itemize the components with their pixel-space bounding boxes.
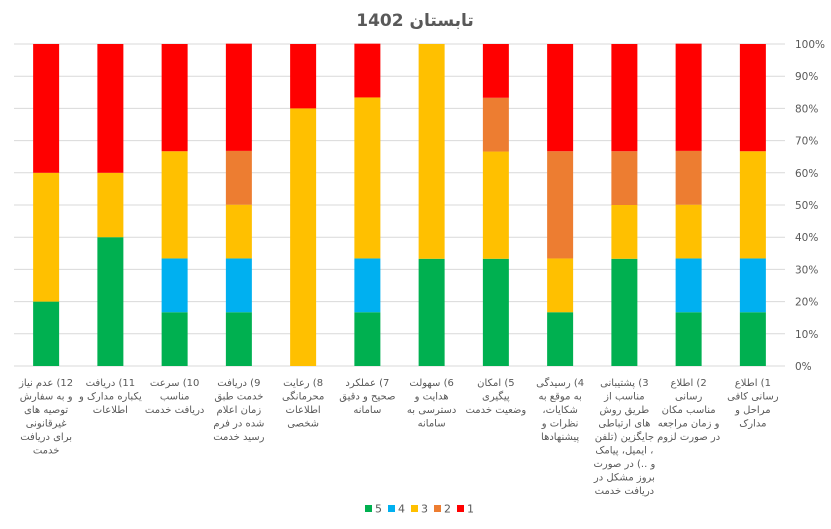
legend-label: 4	[398, 503, 405, 516]
bar-segment-5	[739, 312, 766, 366]
y-tick-label: 40%	[795, 232, 818, 244]
bar-segment-1	[739, 44, 766, 152]
legend-label: 5	[375, 503, 382, 516]
bar-segment-4	[739, 258, 766, 313]
bar-segment-5	[482, 258, 509, 366]
x-tick-label: 8) رعایت محرمانگی اطلاعات شخصی	[282, 378, 324, 430]
bar-segment-4	[354, 258, 381, 313]
bar-segment-3	[354, 97, 381, 259]
y-tick-label: 60%	[795, 168, 818, 180]
gridlines	[14, 43, 785, 367]
bar-segment-1	[675, 43, 702, 151]
y-tick-label: 20%	[795, 297, 818, 309]
y-tick-label: 10%	[795, 329, 818, 341]
bar-segment-1	[290, 44, 317, 109]
y-axis-ticks: 0% 10% 20% 30% 40% 50% 60% 70% 80% 90% 100%	[795, 39, 825, 373]
bar-segment-3	[161, 151, 188, 259]
bar-segment-5	[675, 312, 702, 366]
x-tick-label: 5) امکان پیگیری وضعیت خدمت	[465, 378, 526, 416]
bar-segment-3	[611, 205, 638, 259]
bar-segment-1	[97, 44, 124, 173]
legend-swatch-2	[434, 505, 441, 512]
bar-segment-2	[675, 150, 702, 205]
x-tick-label: 11) دریافت یکباره مدارک و اطلاعات	[78, 378, 142, 416]
chart-title: تابستان 1402	[356, 11, 474, 31]
bar-segment-3	[739, 151, 766, 259]
bar-segment-2	[225, 150, 252, 205]
bar-segment-4	[161, 258, 188, 313]
bar-segment-3	[482, 151, 509, 259]
legend-swatch-3	[411, 505, 418, 512]
legend-swatch-4	[388, 505, 395, 512]
x-tick-label: 6) سهولت هدایت و دسترسی به سامانه	[407, 378, 456, 430]
bar-segment-4	[675, 258, 702, 313]
x-tick-label: 9) دریافت خدمت طبق زمان اعلام شده در فرم رسی…	[213, 378, 264, 443]
bar-segment-2	[482, 97, 509, 152]
bar-segment-3	[225, 204, 252, 259]
bar-segment-5	[547, 312, 574, 366]
bar-segment-2	[547, 151, 574, 259]
bar-segment-1	[611, 44, 638, 152]
bar-segment-1	[161, 44, 188, 152]
bar-segment-5	[418, 258, 445, 366]
legend-label: 2	[444, 503, 451, 516]
y-tick-label: 70%	[795, 136, 818, 148]
bar-segment-3	[418, 44, 445, 259]
bar-segment-3	[290, 108, 317, 367]
x-tick-label: 1) اطلاع رسانی کافی مراحل و مدارک	[727, 378, 779, 430]
bar-segment-1	[354, 43, 381, 98]
bar-segment-1	[547, 44, 574, 152]
bar-segment-5	[611, 258, 638, 366]
x-tick-label: 10) سرعت مناسب دریافت خدمت	[145, 378, 205, 416]
bar-segment-1	[225, 43, 252, 151]
x-tick-label: 3) پشتیبانی مناسب از طریق روش های ارتباطی جا…	[593, 378, 656, 497]
y-tick-label: 80%	[795, 103, 818, 115]
bar-segment-1	[33, 44, 60, 173]
legend-swatch-5	[365, 505, 372, 512]
y-tick-label: 30%	[795, 264, 818, 276]
legend: 5 4 3 2 1	[365, 503, 474, 516]
bar-segment-4	[225, 258, 252, 313]
bar-segment-3	[97, 172, 124, 238]
x-tick-label: 4) رسیدگی به موقع به شکایات، نظرات و پیشنهاد…	[536, 377, 584, 443]
bar-segment-3	[547, 258, 574, 313]
x-tick-label: 2) اطلاع رسانی مناسب مکان و زمان مراجعه در ص…	[657, 378, 720, 443]
legend-label: 1	[467, 503, 474, 516]
legend-swatch-1	[457, 505, 464, 512]
bar-segment-5	[354, 312, 381, 366]
bar-segment-3	[675, 204, 702, 259]
x-tick-label: 7) عملکرد صحیح و دقیق سامانه	[339, 378, 395, 416]
bar-segment-5	[97, 237, 124, 366]
legend-label: 3	[421, 503, 428, 516]
bar-segment-1	[482, 44, 509, 98]
bar-segment-3	[33, 172, 60, 302]
bar-segment-2	[611, 151, 638, 205]
y-tick-label: 0%	[795, 361, 812, 373]
y-tick-label: 50%	[795, 200, 818, 212]
bar-segment-5	[33, 301, 60, 366]
bar-segment-5	[225, 312, 252, 366]
bar-segment-5	[161, 312, 188, 366]
y-tick-label: 100%	[795, 39, 825, 51]
y-tick-label: 90%	[795, 71, 818, 83]
x-tick-label: 12) عدم نیاز و به سفارش توصیه های غیرقانونی…	[18, 378, 73, 457]
bars	[33, 43, 766, 367]
